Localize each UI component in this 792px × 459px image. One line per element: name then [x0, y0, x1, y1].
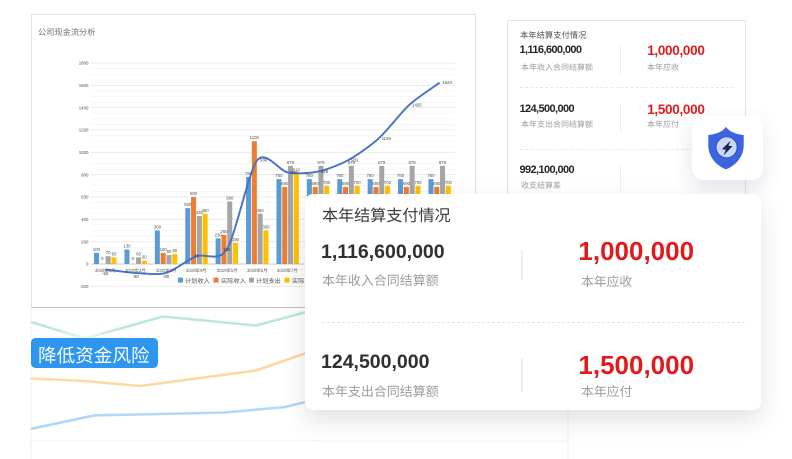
svg-text:1400: 1400 — [79, 105, 89, 110]
svg-text:-200: -200 — [80, 284, 89, 289]
svg-text:810: 810 — [293, 168, 301, 173]
svg-text:700: 700 — [414, 180, 422, 185]
svg-text:930: 930 — [260, 158, 268, 163]
svg-text:879: 879 — [317, 160, 325, 165]
svg-text:500: 500 — [184, 202, 192, 207]
svg-text:700: 700 — [323, 180, 331, 185]
svg-text:760: 760 — [427, 173, 435, 178]
svg-text:60: 60 — [136, 251, 141, 256]
svg-text:90: 90 — [172, 248, 177, 253]
svg-text:1200: 1200 — [79, 128, 89, 133]
svg-text:600: 600 — [81, 195, 89, 200]
svg-text:-80: -80 — [163, 274, 170, 279]
svg-text:1425: 1425 — [412, 102, 422, 107]
svg-text:300: 300 — [154, 225, 162, 230]
svg-text:450: 450 — [257, 208, 265, 213]
svg-text:700: 700 — [445, 180, 453, 185]
svg-text:430: 430 — [196, 210, 204, 215]
svg-text:200: 200 — [81, 239, 89, 244]
svg-text:100: 100 — [160, 247, 168, 252]
svg-text:780: 780 — [245, 171, 253, 176]
svg-text:450: 450 — [202, 208, 210, 213]
svg-text:820: 820 — [290, 170, 298, 175]
svg-text:30: 30 — [142, 255, 147, 260]
svg-text:600: 600 — [190, 191, 198, 196]
svg-text:760: 760 — [367, 173, 375, 178]
svg-text:828: 828 — [321, 169, 329, 174]
svg-text:879: 879 — [439, 160, 447, 165]
svg-text:130: 130 — [123, 244, 131, 249]
svg-text:560: 560 — [226, 196, 234, 201]
svg-text:800: 800 — [81, 172, 89, 177]
svg-text:879: 879 — [378, 160, 386, 165]
svg-text:700: 700 — [384, 180, 392, 185]
svg-text:760: 760 — [336, 173, 344, 178]
svg-text:879: 879 — [348, 160, 356, 165]
svg-text:400: 400 — [81, 217, 89, 222]
svg-text:0: 0 — [132, 256, 135, 261]
svg-text:879: 879 — [409, 160, 417, 165]
svg-text:690: 690 — [372, 181, 380, 186]
svg-text:100: 100 — [93, 247, 101, 252]
svg-text:-80: -80 — [133, 274, 140, 279]
svg-text:130: 130 — [223, 247, 231, 252]
svg-text:931: 931 — [351, 158, 359, 163]
svg-text:760: 760 — [306, 173, 314, 178]
svg-text:760: 760 — [397, 173, 405, 178]
svg-text:1126: 1126 — [382, 136, 392, 141]
svg-text:690: 690 — [342, 181, 350, 186]
svg-text:690: 690 — [312, 181, 320, 186]
svg-text:690: 690 — [281, 181, 289, 186]
svg-text:80: 80 — [167, 249, 172, 254]
svg-text:1000: 1000 — [79, 150, 89, 155]
svg-text:690: 690 — [403, 181, 411, 186]
svg-text:879: 879 — [287, 160, 295, 165]
svg-text:700: 700 — [354, 180, 362, 185]
svg-text:70: 70 — [194, 254, 199, 259]
svg-text:1600: 1600 — [79, 83, 89, 88]
svg-text:-50: -50 — [102, 271, 109, 276]
svg-text:260: 260 — [220, 229, 228, 234]
svg-text:70: 70 — [106, 250, 111, 255]
svg-text:0: 0 — [101, 256, 104, 261]
svg-text:0: 0 — [86, 262, 89, 267]
svg-text:60: 60 — [112, 251, 117, 256]
svg-text:1800: 1800 — [79, 61, 89, 66]
svg-text:190: 190 — [232, 237, 240, 242]
svg-text:760: 760 — [275, 173, 283, 178]
svg-text:690: 690 — [433, 181, 441, 186]
svg-text:300: 300 — [262, 225, 270, 230]
svg-text:1624: 1624 — [442, 80, 452, 85]
svg-text:1100: 1100 — [250, 135, 260, 140]
svg-text:230: 230 — [215, 232, 223, 237]
